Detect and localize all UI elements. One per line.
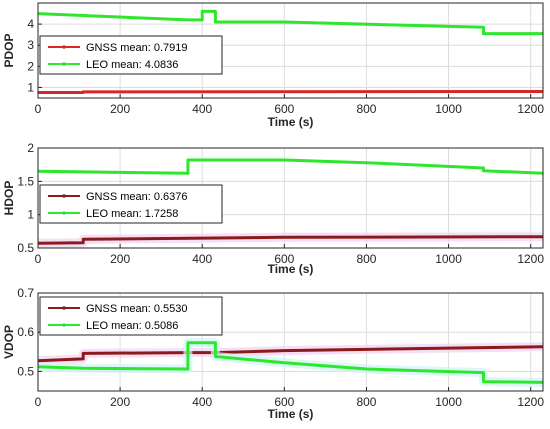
series-line-1 <box>37 345 544 363</box>
legend-label: LEO mean: 0.5086 <box>86 320 178 332</box>
series-line-2 <box>37 9 543 36</box>
series-line-2 <box>37 158 544 175</box>
legend-marker <box>62 211 66 215</box>
legend-label: LEO mean: 4.0836 <box>86 59 178 71</box>
axes-box <box>37 2 544 99</box>
x-tick-label: 0 <box>35 102 42 116</box>
x-tick-label: 1000 <box>435 252 462 266</box>
legend-box <box>39 296 223 336</box>
x-axis-label: Time (s) <box>268 262 314 276</box>
legend-marker <box>62 45 66 49</box>
x-tick-label: 800 <box>356 252 376 266</box>
legend-marker <box>62 306 66 310</box>
x-tick-label: 400 <box>192 102 212 116</box>
x-axis-label: Time (s) <box>268 407 314 421</box>
y-tick-label: 0.6 <box>17 325 34 339</box>
x-tick-label: 800 <box>356 395 376 409</box>
legend-label: GNSS mean: 0.5530 <box>86 303 188 315</box>
legend-box <box>39 35 223 75</box>
x-axis-label: Time (s) <box>268 115 314 129</box>
y-tick-label: 4 <box>27 17 34 31</box>
x-tick-label: 600 <box>274 395 294 409</box>
x-tick-label: 0 <box>35 252 42 266</box>
legend: GNSS mean: 0.6376 LEO mean: 1.7258 <box>39 184 223 224</box>
legend-box <box>39 184 223 224</box>
y-tick-label: 1.5 <box>17 174 34 188</box>
x-tick-label: 0 <box>35 395 42 409</box>
series-line-1 <box>37 235 544 245</box>
y-tick-label: 2 <box>27 59 34 73</box>
x-tick-label: 400 <box>192 252 212 266</box>
x-tick-label: 1200 <box>517 252 544 266</box>
y-tick-label: 1 <box>27 80 34 94</box>
x-tick-label: 200 <box>110 102 130 116</box>
y-axis-label: HDOP <box>2 181 16 216</box>
y-axis-label: VDOP <box>2 325 16 359</box>
axes-box <box>37 292 544 392</box>
x-tick-label: 800 <box>356 102 376 116</box>
series-line-1 <box>38 90 544 94</box>
x-tick-label: 1200 <box>517 395 544 409</box>
x-tick-label: 400 <box>192 395 212 409</box>
legend-label: GNSS mean: 0.7919 <box>86 42 188 54</box>
y-tick-label: 0.7 <box>17 286 34 300</box>
x-tick-label: 1200 <box>517 102 544 116</box>
legend: GNSS mean: 0.5530 LEO mean: 0.5086 <box>39 296 223 336</box>
x-tick-label: 200 <box>110 395 130 409</box>
y-tick-label: 0.5 <box>17 241 34 255</box>
chart-panel-3: 0 200 400 600 800 1000 1200 0.5 0.6 0.7 Time (s) VD… <box>2 286 544 421</box>
legend-marker <box>62 62 66 66</box>
x-tick-label: 1000 <box>435 102 462 116</box>
chart-panel-1: 0 200 400 600 800 1000 1200 1 2 3 4 Time (s) PDOP GNS… <box>2 2 544 129</box>
axes-box <box>37 147 544 249</box>
legend-marker <box>62 194 66 198</box>
x-tick-label: 200 <box>110 252 130 266</box>
legend: GNSS mean: 0.7919 LEO mean: 4.0836 <box>39 35 223 75</box>
y-axis-label: PDOP <box>2 33 16 67</box>
y-tick-label: 3 <box>27 38 34 52</box>
x-tick-label: 600 <box>274 102 294 116</box>
x-tick-label: 1000 <box>435 395 462 409</box>
y-tick-label: 0.5 <box>17 364 34 378</box>
y-tick-label: 2 <box>27 141 34 155</box>
legend-label: LEO mean: 1.7258 <box>86 208 178 220</box>
y-tick-label: 1 <box>27 208 34 222</box>
x-tick-label: 600 <box>274 252 294 266</box>
legend-marker <box>62 323 66 327</box>
chart-panel-2: 0 200 400 600 800 1000 1200 0.5 1 1.5 2 Time (s) HDO… <box>2 141 544 276</box>
legend-label: GNSS mean: 0.6376 <box>86 191 188 203</box>
series-line-2 <box>37 341 544 384</box>
